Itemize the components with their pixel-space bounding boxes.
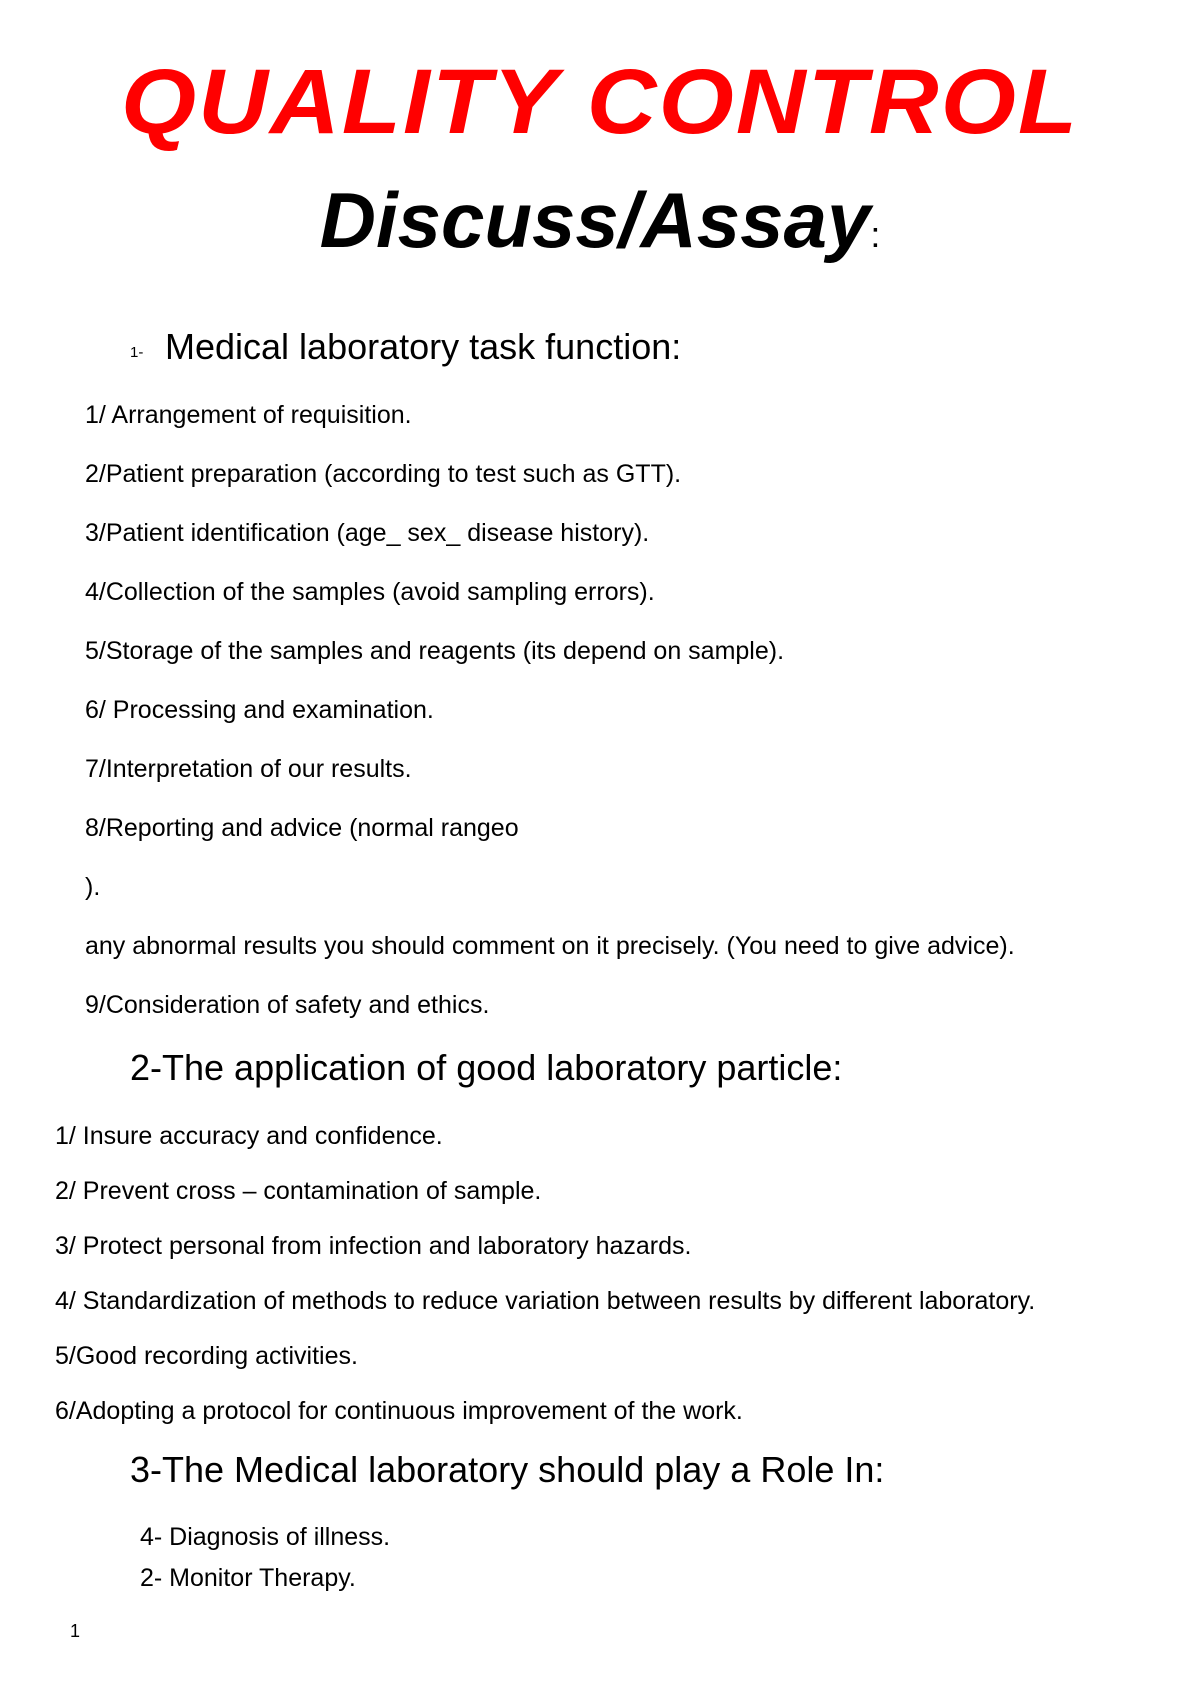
section-1-item: ).	[85, 870, 1130, 905]
section-1-item: 3/Patient identification (age_ sex_ dise…	[85, 516, 1130, 551]
section-2-item: 1/ Insure accuracy and confidence.	[55, 1119, 1130, 1154]
section-1-item: 5/Storage of the samples and reagents (i…	[85, 634, 1130, 669]
section-1-number: 1-	[130, 344, 143, 361]
section-3-item: 4- Diagnosis of illness.	[140, 1521, 1130, 1554]
section-3-heading: 3-The Medical laboratory should play a R…	[130, 1449, 1130, 1491]
section-2-item: 2/ Prevent cross – contamination of samp…	[55, 1174, 1130, 1209]
section-1-item: 9/Consideration of safety and ethics.	[85, 988, 1130, 1023]
section-1-item: 6/ Processing and examination.	[85, 693, 1130, 728]
section-3-item: 2- Monitor Therapy.	[140, 1562, 1130, 1595]
section-2-item: 3/ Protect personal from infection and l…	[55, 1229, 1130, 1264]
section-2-item: 5/Good recording activities.	[55, 1339, 1130, 1374]
section-1-item: 8/Reporting and advice (normal rangeo	[85, 811, 1130, 846]
section-1-item: 2/Patient preparation (according to test…	[85, 457, 1130, 492]
section-2-item: 6/Adopting a protocol for continuous imp…	[55, 1394, 1130, 1429]
section-1-heading: 1- Medical laboratory task function:	[165, 326, 1130, 368]
section-1-item: 1/ Arrangement of requisition.	[85, 398, 1130, 433]
section-2-heading: 2-The application of good laboratory par…	[130, 1047, 1130, 1089]
main-title: QUALITY CONTROL	[44, 50, 1157, 155]
section-1-item: any abnormal results you should comment …	[85, 929, 1130, 964]
subtitle-text: Discuss/Assay	[320, 176, 871, 264]
section-1-item: 7/Interpretation of our results.	[85, 752, 1130, 787]
page-number: 1	[70, 1621, 80, 1642]
section-1-item: 4/Collection of the samples (avoid sampl…	[85, 575, 1130, 610]
subtitle: Discuss/Assay:	[70, 175, 1130, 266]
section-2-item: 4/ Standardization of methods to reduce …	[55, 1284, 1130, 1319]
section-1-title: Medical laboratory task function:	[165, 326, 681, 367]
subtitle-colon: :	[870, 214, 880, 255]
